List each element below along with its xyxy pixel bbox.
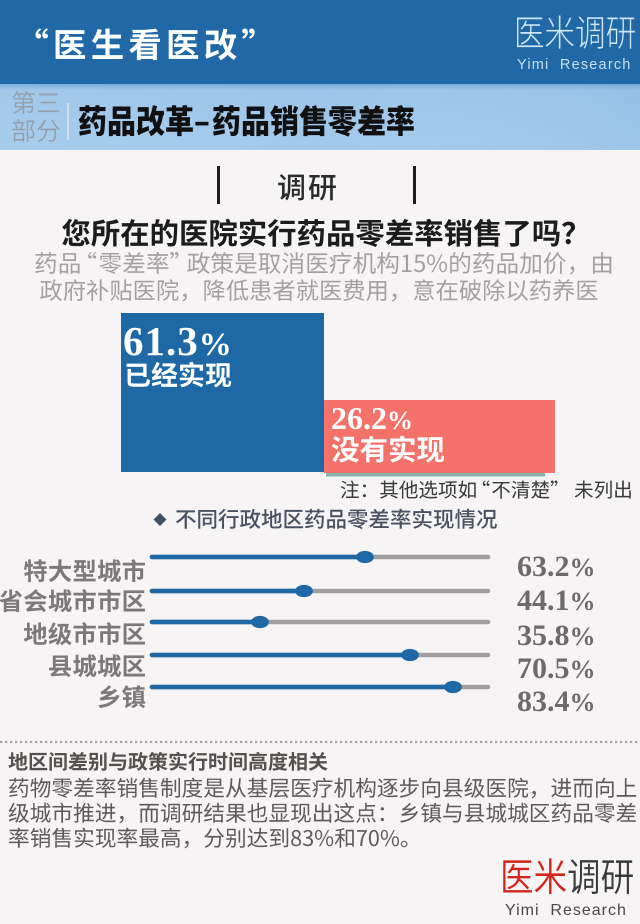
svg-text:35.8%: 35.8% bbox=[517, 619, 596, 652]
svg-text:Yimi Research: Yimi Research bbox=[505, 902, 627, 919]
svg-text:26.2%: 26.2% bbox=[331, 400, 413, 436]
svg-text:83.4%: 83.4% bbox=[517, 685, 596, 718]
svg-text:44.1%: 44.1% bbox=[517, 584, 596, 617]
svg-text:63.2%: 63.2% bbox=[517, 550, 596, 583]
svg-text:Yimi Research: Yimi Research bbox=[517, 57, 632, 73]
svg-text:70.5%: 70.5% bbox=[517, 652, 596, 685]
